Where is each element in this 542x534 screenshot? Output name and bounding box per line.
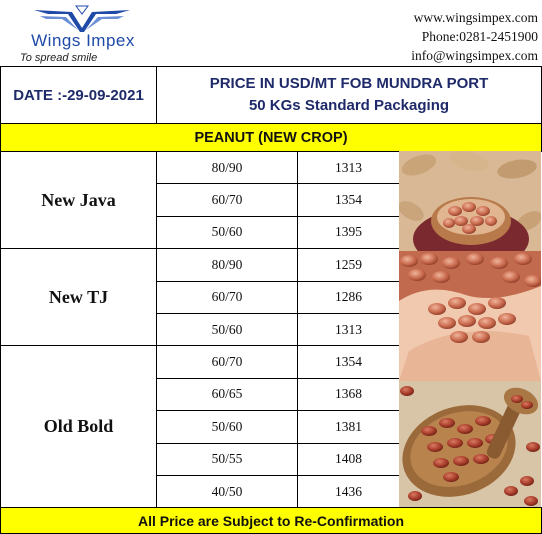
company-name: Wings Impex [31,31,135,50]
count-cell: 50/60 [156,410,298,444]
company-tagline: To spread smile [20,52,98,64]
price-cell: 1381 [297,410,400,444]
price-cell: 1354 [297,183,400,217]
count-cell: 60/65 [156,377,298,412]
price-cell: 1436 [297,475,400,509]
price-cell: 1313 [297,151,400,185]
count-cell: 60/70 [156,280,298,314]
group-name: Old Bold [0,345,157,509]
website-link[interactable]: www.wingsimpex.com [413,10,538,25]
count-cell: 60/70 [156,345,298,379]
company-logo: Wings Impex To spread smile [8,4,158,66]
count-cell: 80/90 [156,248,298,282]
title-line-1: PRICE IN USD/MT FOB MUNDRA PORT [209,75,489,92]
price-cell: 1313 [297,313,400,347]
product-banner: PEANUT (NEW CROP) [0,123,542,152]
price-cell: 1395 [297,215,400,250]
count-cell: 80/90 [156,151,298,185]
price-cell: 1259 [297,248,400,282]
wings-logo-icon [34,5,130,32]
peanut-photo [399,151,541,508]
count-cell: 40/50 [156,475,298,509]
count-cell: 50/55 [156,442,298,476]
price-cell: 1286 [297,280,400,314]
count-cell: 50/60 [156,215,298,250]
count-cell: 60/70 [156,183,298,217]
phone-number: Phone:0281-2451900 [421,29,538,44]
email-link[interactable]: info@wingsimpex.com [411,48,538,63]
date-cell: DATE :-29-09-2021 [0,66,157,124]
count-cell: 50/60 [156,313,298,347]
group-name: New TJ [0,248,157,347]
title-line-2: 50 KGs Standard Packaging [248,97,450,114]
group-name: New Java [0,151,157,250]
title-cell: PRICE IN USD/MT FOB MUNDRA PORT 50 KGs S… [156,66,542,124]
price-cell: 1354 [297,345,400,379]
price-cell: 1408 [297,442,400,476]
contact-block: www.wingsimpex.com Phone:0281-2451900 in… [411,8,538,65]
price-cell: 1368 [297,377,400,412]
footer-note: All Price are Subject to Re-Confirmation [0,507,542,534]
